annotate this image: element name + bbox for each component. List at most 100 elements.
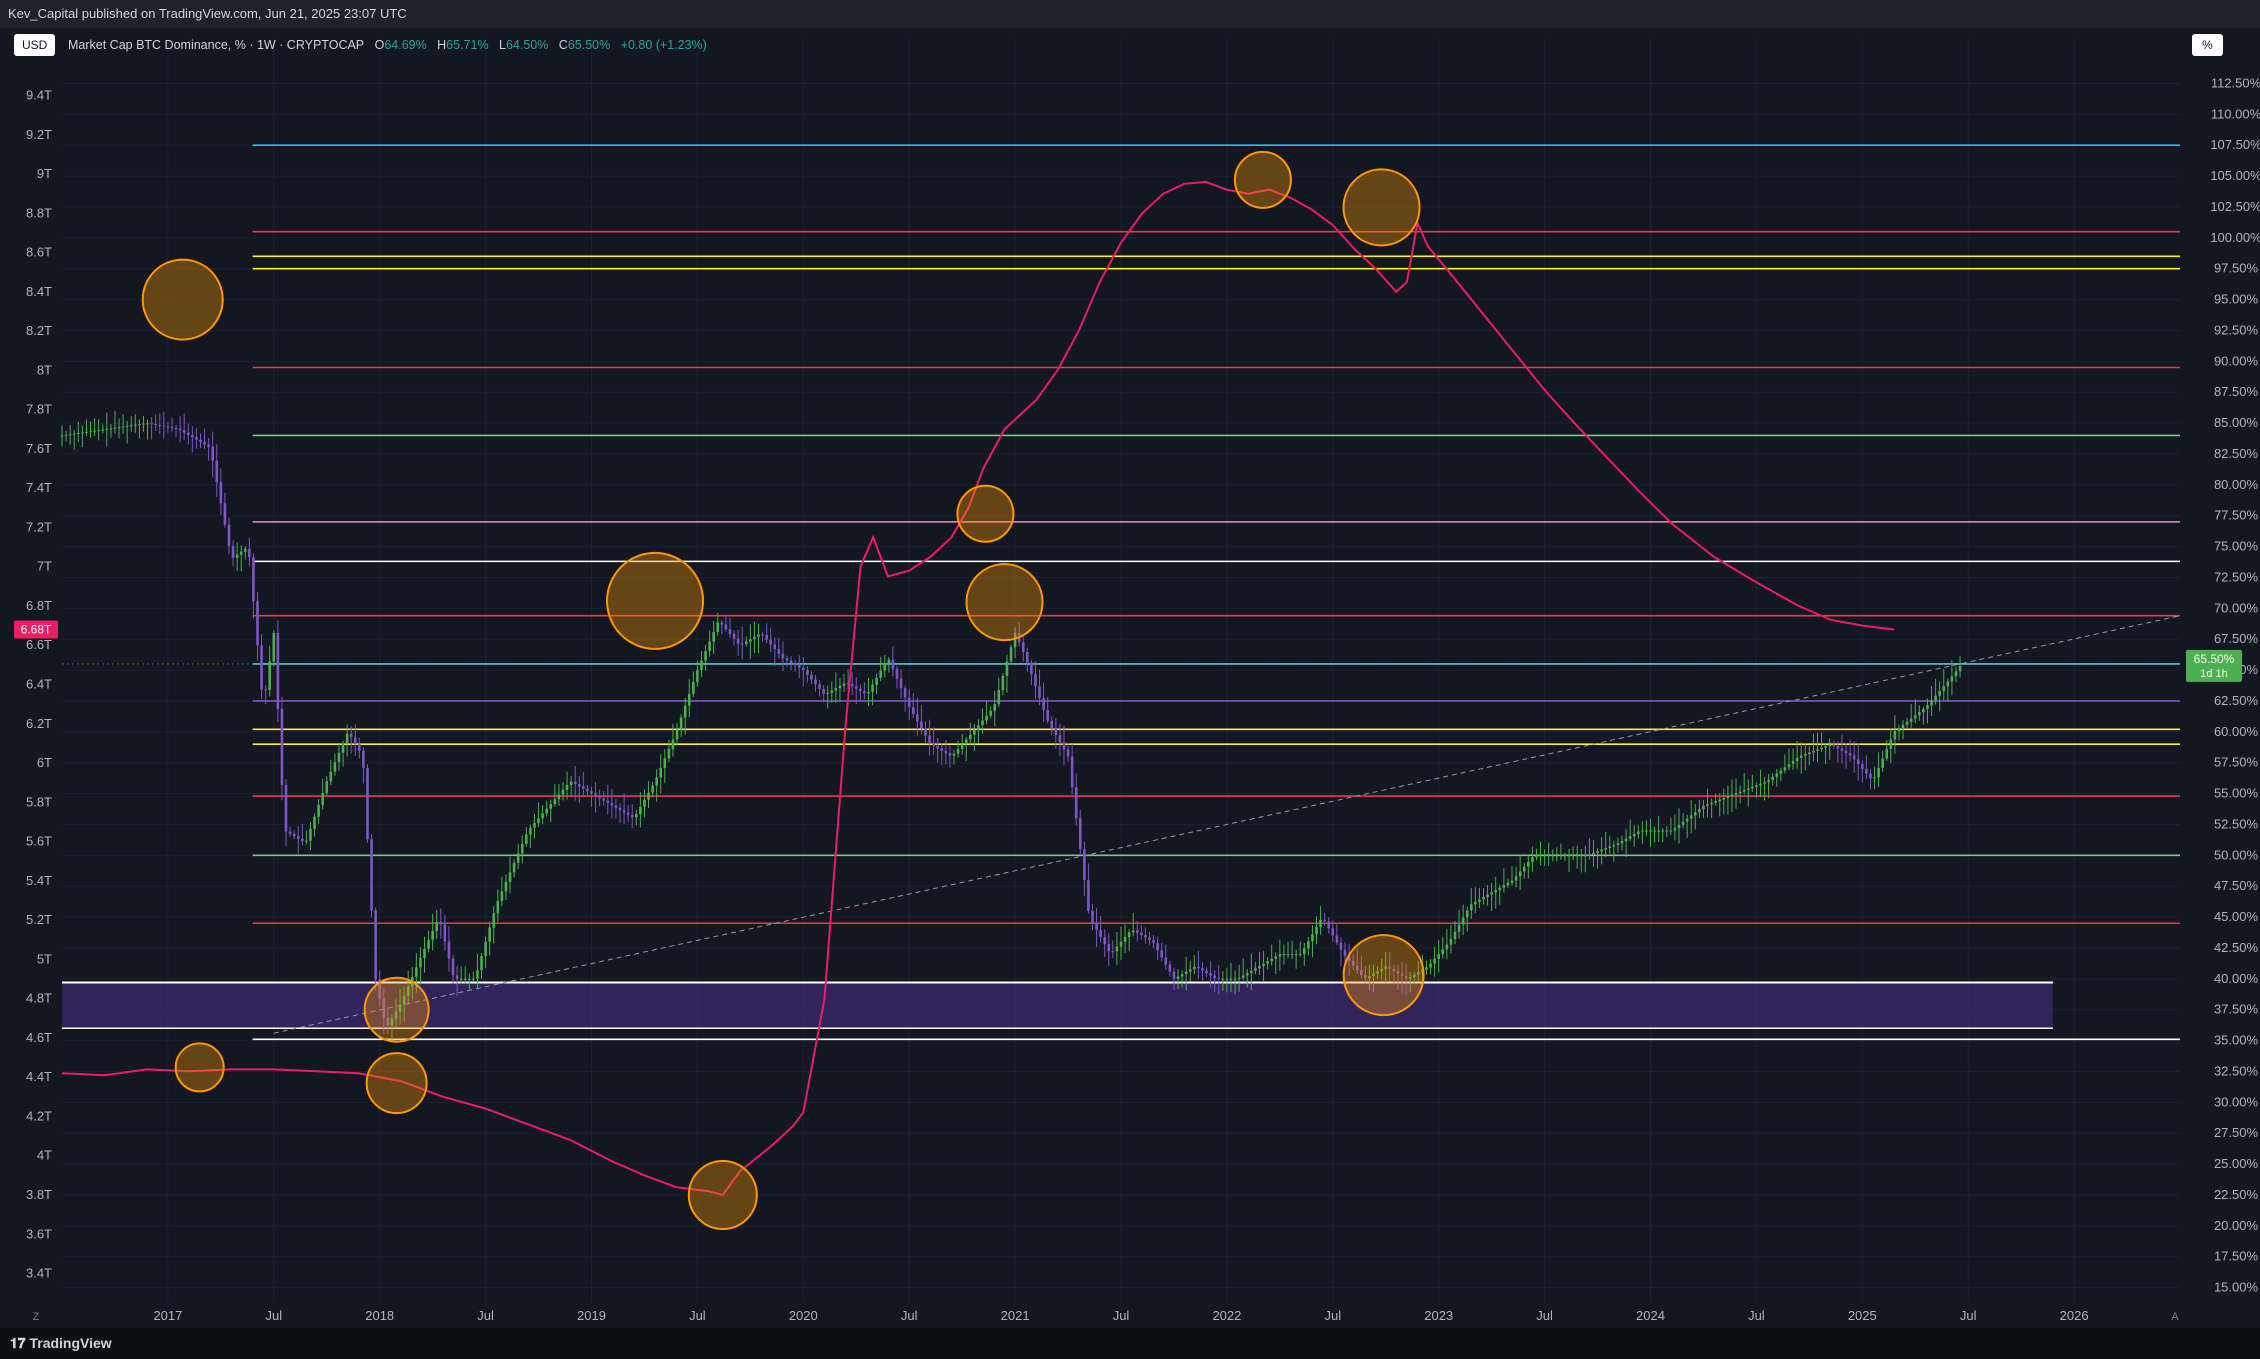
candle-body bbox=[1392, 968, 1396, 972]
candle-body bbox=[1592, 852, 1595, 855]
candle-body bbox=[1148, 937, 1151, 940]
candle-body bbox=[1119, 941, 1123, 947]
candle-body bbox=[337, 752, 341, 763]
candle-body bbox=[366, 767, 369, 840]
candle-body bbox=[1746, 788, 1750, 791]
candle-body bbox=[353, 737, 357, 745]
candle-body bbox=[1417, 972, 1420, 975]
left-tick-label: 5.8T bbox=[26, 794, 52, 809]
candle-body bbox=[622, 810, 626, 813]
candle-body bbox=[1286, 954, 1290, 956]
candle-body bbox=[1653, 830, 1656, 832]
candle-body bbox=[1588, 854, 1591, 856]
candle-body bbox=[1522, 866, 1526, 872]
candle-body bbox=[459, 978, 463, 980]
candle-body bbox=[138, 424, 141, 426]
candle-body bbox=[846, 683, 850, 685]
candle-body bbox=[1474, 901, 1477, 905]
candle-body bbox=[1074, 787, 1078, 819]
candle-body bbox=[472, 978, 475, 980]
candle-body bbox=[948, 753, 952, 756]
left-tick-label: 6.2T bbox=[26, 716, 52, 731]
candle-body bbox=[1539, 855, 1542, 857]
right-tick-label: 102.50% bbox=[2210, 199, 2260, 214]
left-tick-label: 4.4T bbox=[26, 1069, 52, 1084]
chart-area[interactable]: 9.4T 9.2T 9T 8.8T 8.6T 8.4T 8.2T 8T 7.8T 7.6T 7.4T… bbox=[0, 28, 2260, 1328]
candle-body bbox=[1958, 666, 1962, 672]
candle-body bbox=[1197, 966, 1200, 969]
candle-body bbox=[859, 688, 862, 691]
candle-body bbox=[1225, 978, 1229, 980]
candle-body bbox=[1026, 652, 1029, 663]
time-axis[interactable]: 2017 Jul 2018 Jul 2019 Jul 2020 Jul 2021 Jul 2022 J… bbox=[0, 1303, 2260, 1328]
candle-body bbox=[1184, 971, 1188, 975]
candle-body bbox=[1323, 919, 1326, 922]
candle-body bbox=[1563, 855, 1567, 857]
trend-line-layer bbox=[62, 615, 2181, 1034]
time-tick-label: Jul bbox=[477, 1308, 494, 1323]
candle-body bbox=[985, 715, 988, 721]
right-tick-label: 72.50% bbox=[2214, 569, 2259, 584]
scale-mode-button[interactable]: % bbox=[2192, 34, 2223, 56]
candle-body bbox=[1013, 633, 1017, 648]
left-tick-label: 4.6T bbox=[26, 1030, 52, 1045]
candle-body bbox=[541, 813, 544, 819]
candle-body bbox=[802, 667, 805, 671]
candle-body bbox=[415, 967, 418, 977]
chart-svg[interactable]: 9.4T 9.2T 9T 8.8T 8.6T 8.4T 8.2T 8T 7.8T 7.6T 7.4T… bbox=[0, 28, 2260, 1328]
candle-body bbox=[239, 551, 243, 555]
candle-body bbox=[1698, 809, 1701, 813]
right-tick-label: 57.50% bbox=[2214, 755, 2259, 770]
candle-body bbox=[818, 684, 821, 690]
candle-body bbox=[516, 853, 520, 863]
candle-body bbox=[1364, 975, 1367, 979]
auto-scale-icon: A bbox=[2171, 1311, 2179, 1323]
candle-body bbox=[594, 793, 597, 796]
right-tick-label: 110.00% bbox=[2211, 106, 2260, 121]
candle-body bbox=[736, 638, 740, 644]
candle-body bbox=[64, 434, 68, 436]
candle-body bbox=[451, 958, 455, 976]
currency-button[interactable]: USD bbox=[14, 34, 56, 56]
candle-body bbox=[1527, 861, 1530, 867]
left-tick-label: 4.2T bbox=[26, 1108, 52, 1123]
candle-body bbox=[301, 838, 304, 842]
candle-body bbox=[964, 739, 968, 745]
circle-marker bbox=[363, 976, 430, 1043]
candle-body bbox=[1070, 756, 1074, 788]
time-tick-label: 2019 bbox=[577, 1308, 606, 1323]
right-percent-axis[interactable]: 112.50% 110.00% 107.50% 105.00% 102.50% 100.0… bbox=[2180, 28, 2260, 1328]
candle-body bbox=[101, 429, 105, 431]
candle-body bbox=[227, 524, 231, 547]
candle-body bbox=[1131, 930, 1135, 933]
time-tick-label: 2022 bbox=[1212, 1308, 1241, 1323]
candle-body bbox=[630, 814, 634, 818]
candle-body bbox=[810, 674, 813, 680]
candle-body bbox=[1107, 944, 1111, 952]
candle-body bbox=[708, 641, 711, 652]
candle-body bbox=[1127, 932, 1131, 938]
candle-body bbox=[769, 639, 773, 645]
legend-h-label: H bbox=[437, 38, 447, 52]
tradingview-logo[interactable]: 𝟏𝟕 TradingView bbox=[10, 1328, 112, 1359]
circle-marker bbox=[1342, 934, 1425, 1017]
candle-body bbox=[1453, 931, 1457, 939]
candle-body bbox=[553, 799, 557, 805]
left-price-axis[interactable]: 9.4T 9.2T 9T 8.8T 8.6T 8.4T 8.2T 8T 7.8T 7.6T 7.4T… bbox=[14, 87, 58, 1281]
candle-body bbox=[1343, 949, 1347, 957]
candle-body bbox=[1763, 782, 1766, 784]
candle-body bbox=[696, 670, 699, 682]
right-tick-label: 60.00% bbox=[2214, 724, 2259, 739]
candle-body bbox=[997, 690, 1001, 705]
candle-body bbox=[476, 970, 479, 979]
candle-body bbox=[944, 750, 948, 754]
candle-body bbox=[1380, 968, 1383, 972]
candle-body bbox=[162, 425, 166, 427]
candle-body bbox=[1889, 739, 1893, 749]
candle-body bbox=[93, 430, 96, 432]
candle-body bbox=[85, 431, 88, 433]
candle-body bbox=[1950, 676, 1954, 682]
candle-body bbox=[1824, 746, 1827, 748]
candle-body bbox=[1897, 728, 1901, 732]
candle-body bbox=[1421, 969, 1424, 973]
